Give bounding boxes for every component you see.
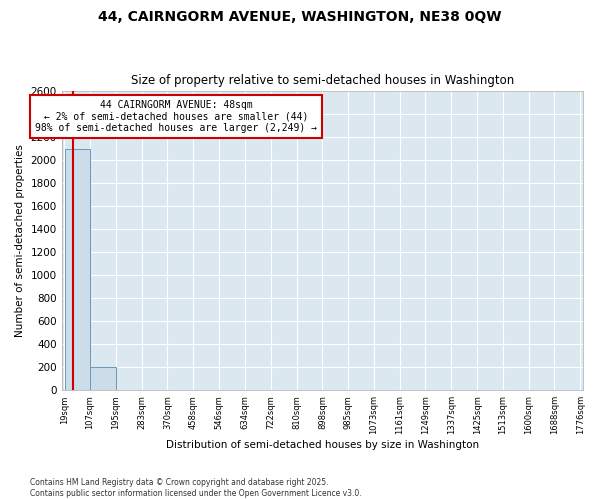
Text: 44, CAIRNGORM AVENUE, WASHINGTON, NE38 0QW: 44, CAIRNGORM AVENUE, WASHINGTON, NE38 0… [98,10,502,24]
Text: Contains HM Land Registry data © Crown copyright and database right 2025.
Contai: Contains HM Land Registry data © Crown c… [30,478,362,498]
Title: Size of property relative to semi-detached houses in Washington: Size of property relative to semi-detach… [131,74,514,87]
Text: 44 CAIRNGORM AVENUE: 48sqm
← 2% of semi-detached houses are smaller (44)
98% of : 44 CAIRNGORM AVENUE: 48sqm ← 2% of semi-… [35,100,317,134]
Y-axis label: Number of semi-detached properties: Number of semi-detached properties [15,144,25,337]
X-axis label: Distribution of semi-detached houses by size in Washington: Distribution of semi-detached houses by … [166,440,479,450]
Bar [65,148,90,390]
Bar [91,368,116,390]
